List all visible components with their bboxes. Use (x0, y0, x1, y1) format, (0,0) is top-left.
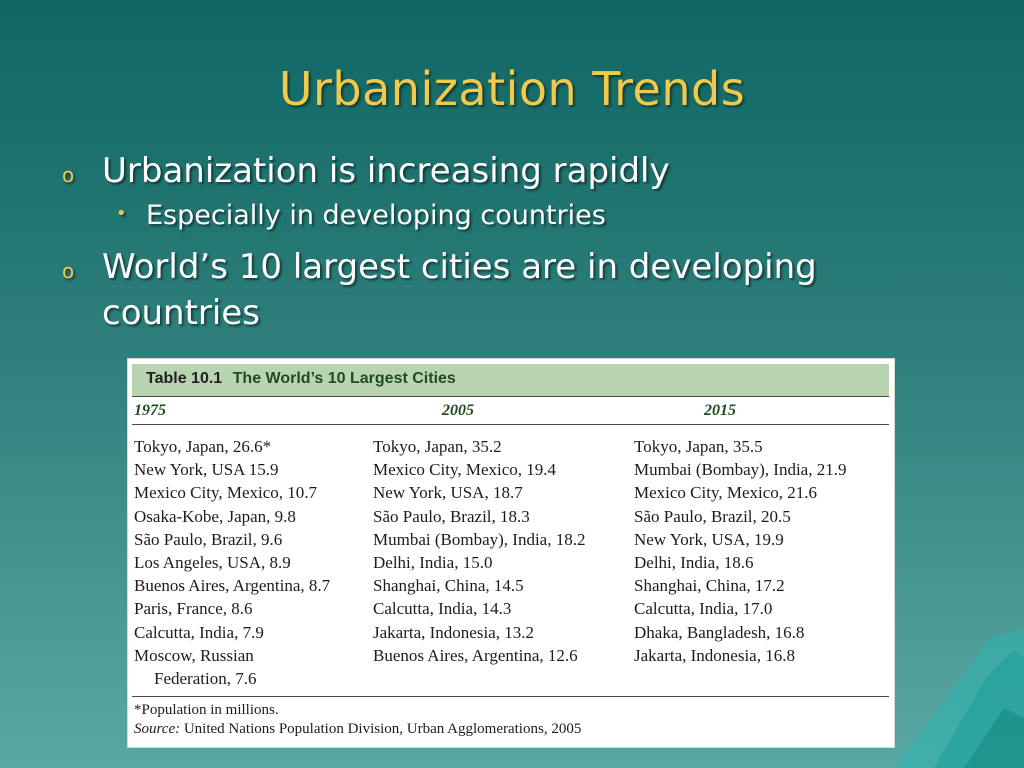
table-cell: Paris, France, 8.6 (134, 599, 253, 619)
column-1975: Tokyo, Japan, 26.6* New York, USA 15.9 M… (134, 435, 330, 690)
sub-bullet-text: Especially in developing countries (146, 200, 606, 231)
column-header-1975: 1975 (134, 402, 166, 419)
table-cell: Federation, 7.6 (154, 669, 257, 689)
table-cell: Buenos Aires, Argentina, 8.7 (134, 576, 331, 596)
sub-bullet-item: • Especially in developing countries (62, 194, 962, 238)
table-cell: São Paulo, Brazil, 9.6 (134, 529, 283, 549)
table-cell: Dhaka, Bangladesh, 16.8 (634, 622, 805, 642)
table-cell: Tokyo, Japan, 35.2 (373, 437, 502, 456)
table-cell: Tokyo, Japan, 35.5 (634, 437, 763, 456)
source-label: Source: (134, 721, 181, 737)
table-cell: Jakarta, Indonesia, 13.2 (373, 622, 534, 642)
table-footnote: *Population in millions. Source: United … (132, 696, 889, 739)
column-header-2015: 2015 (704, 402, 736, 419)
table-cell: Mexico City, Mexico, 19.4 (373, 460, 557, 480)
table-cell: New York, USA, 19.9 (634, 529, 784, 549)
source-text: United Nations Population Division, Urba… (183, 721, 582, 737)
table-cell: Buenos Aires, Argentina, 12.6 (373, 645, 578, 665)
table-cell: New York, USA 15.9 (134, 460, 279, 480)
table-cell: Jakarta, Indonesia, 16.8 (634, 645, 795, 665)
table-cell: São Paulo, Brazil, 20.5 (634, 506, 791, 526)
table-cell: Shanghai, China, 14.5 (373, 576, 524, 596)
iceberg-decoration (894, 628, 1024, 768)
bullet-text: Urbanization is increasing rapidly (102, 151, 670, 191)
bullet-text: World’s 10 largest cities are in develop… (102, 247, 817, 287)
bullet-text-continued: countries (102, 293, 260, 333)
footnote-text: *Population in millions. (134, 702, 279, 718)
table-cell: Osaka-Kobe, Japan, 9.8 (134, 506, 296, 526)
bullet-item: o Urbanization is increasing rapidly (62, 148, 962, 194)
bullet-list: o Urbanization is increasing rapidly • E… (62, 148, 962, 336)
bullet-marker: o (62, 259, 75, 283)
source-line: Source: United Nations Population Divisi… (132, 720, 889, 739)
table-title: The World’s 10 Largest Cities (232, 370, 456, 387)
table-column-headers: 1975 2005 2015 (132, 398, 889, 425)
table-cell: Mexico City, Mexico, 10.7 (134, 483, 318, 503)
sub-bullet-marker: • (116, 203, 127, 224)
column-header-2005: 2005 (442, 402, 474, 419)
table-cell: Mumbai (Bombay), India, 21.9 (634, 460, 847, 480)
table-cell: New York, USA, 18.7 (373, 483, 523, 503)
table-cell: Shanghai, China, 17.2 (634, 576, 785, 596)
bullet-item: o World’s 10 largest cities are in devel… (62, 244, 962, 336)
table-cell: Moscow, Russian (134, 645, 254, 665)
table-number: Table 10.1 (146, 370, 223, 387)
column-2015: Tokyo, Japan, 35.5 Mumbai (Bombay), Indi… (634, 435, 846, 667)
table-cell: Los Angeles, USA, 8.9 (134, 553, 291, 573)
table-cell: Tokyo, Japan, 26.6* (134, 437, 272, 456)
table-cell: São Paulo, Brazil, 18.3 (373, 506, 530, 526)
largest-cities-table: Table 10.1 The World’s 10 Largest Cities… (128, 359, 894, 747)
table-cell: Delhi, India, 18.6 (634, 553, 754, 573)
table-cell: Delhi, India, 15.0 (373, 553, 493, 573)
table-cell: Calcutta, India, 7.9 (134, 622, 264, 642)
table-cell: Calcutta, India, 14.3 (373, 599, 512, 619)
table-caption: Table 10.1 The World’s 10 Largest Cities (132, 364, 889, 397)
table-cell: Mexico City, Mexico, 21.6 (634, 483, 818, 503)
slide-title: Urbanization Trends (278, 62, 746, 116)
table-cell: Calcutta, India, 17.0 (634, 599, 773, 619)
bullet-marker: o (62, 163, 75, 187)
column-2005: Tokyo, Japan, 35.2 Mexico City, Mexico, … (373, 435, 585, 667)
table-cell: Mumbai (Bombay), India, 18.2 (373, 529, 586, 549)
